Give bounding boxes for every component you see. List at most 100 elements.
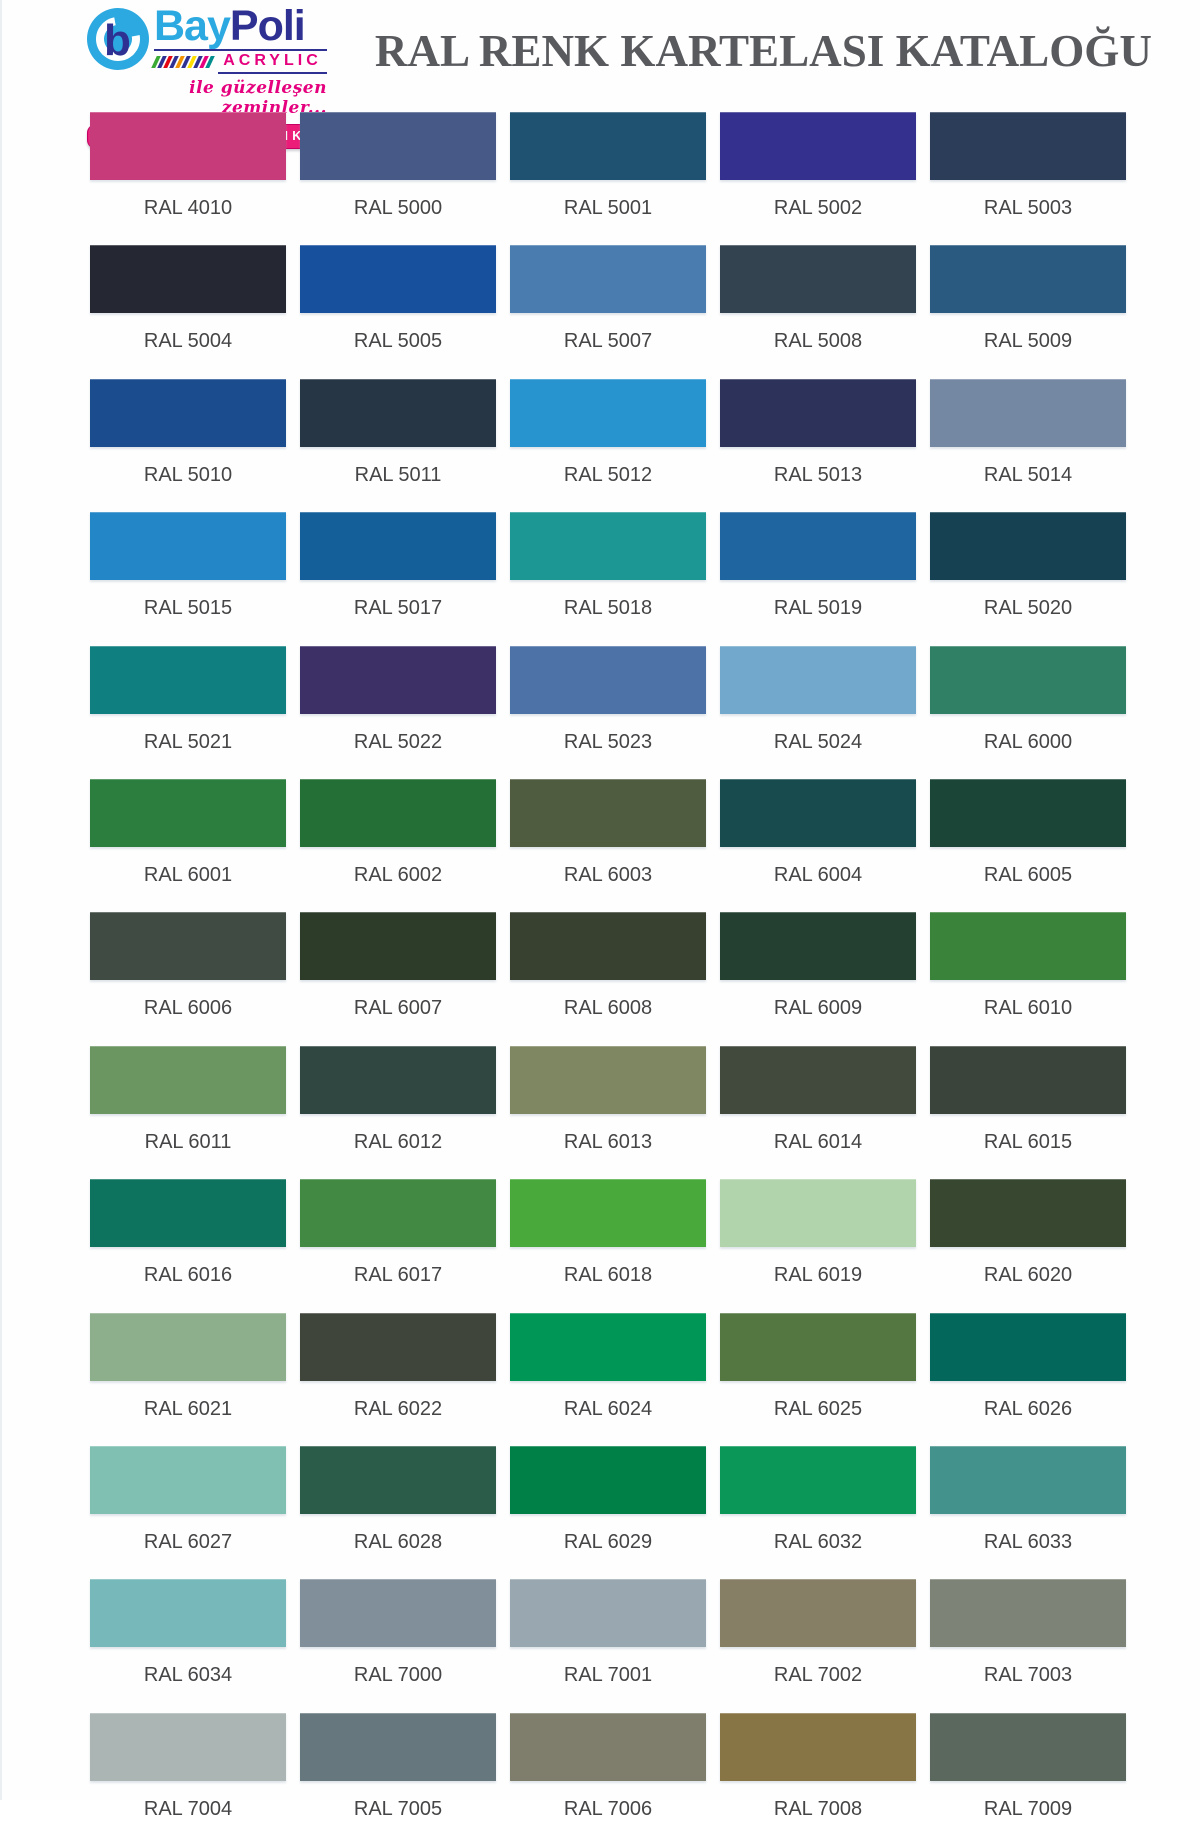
color-swatch bbox=[720, 912, 916, 981]
swatch-cell: RAL 6029 bbox=[510, 1445, 706, 1579]
swatch-cell: RAL 6028 bbox=[300, 1445, 496, 1579]
swatch-cell: RAL 6000 bbox=[930, 645, 1126, 779]
swatch-label: RAL 6026 bbox=[983, 1397, 1073, 1420]
swatch-cell: RAL 5012 bbox=[510, 378, 706, 512]
swatch-label: RAL 5020 bbox=[983, 597, 1073, 620]
swatch-cell: RAL 5019 bbox=[720, 512, 916, 645]
swatch-cell: RAL 5024 bbox=[720, 645, 916, 779]
swatch-cell: RAL 5014 bbox=[930, 378, 1126, 512]
swatch-cell: RAL 7001 bbox=[510, 1579, 706, 1712]
swatch-cell: RAL 7002 bbox=[720, 1579, 916, 1712]
color-swatch bbox=[510, 1712, 706, 1781]
swatch-label: RAL 5022 bbox=[353, 730, 443, 753]
swatch-cell: RAL 6001 bbox=[90, 778, 286, 912]
color-swatch bbox=[720, 378, 916, 447]
swatch-cell: RAL 5005 bbox=[300, 245, 496, 378]
color-swatch bbox=[510, 912, 706, 981]
swatch-label: RAL 5007 bbox=[563, 330, 653, 353]
color-swatch bbox=[90, 112, 286, 180]
swatch-cell: RAL 5011 bbox=[300, 378, 496, 512]
swatch-label: RAL 6007 bbox=[353, 997, 443, 1020]
swatch-label: RAL 5012 bbox=[563, 463, 653, 486]
swatch-cell: RAL 6017 bbox=[300, 1179, 496, 1312]
swatch-cell: RAL 6022 bbox=[300, 1312, 496, 1446]
swatch-cell: RAL 6003 bbox=[510, 778, 706, 912]
brand-block: BayPoli ACRYLIC ile güzelleşen zeminler.… bbox=[151, 5, 327, 118]
swatch-label: RAL 6034 bbox=[143, 1664, 233, 1687]
swatch-label: RAL 5010 bbox=[143, 463, 233, 486]
swatch-label: RAL 6012 bbox=[353, 1130, 443, 1153]
color-swatch bbox=[510, 778, 706, 847]
color-swatch bbox=[510, 645, 706, 714]
brand-name-bay: Bay bbox=[154, 2, 231, 50]
swatch-cell: RAL 7008 bbox=[720, 1712, 916, 1846]
swatch-label: RAL 6018 bbox=[563, 1264, 653, 1287]
swatch-cell: RAL 5009 bbox=[930, 245, 1126, 378]
color-swatch bbox=[300, 1179, 496, 1248]
swatch-cell: RAL 5018 bbox=[510, 512, 706, 645]
swatch-cell: RAL 6002 bbox=[300, 778, 496, 912]
color-swatch bbox=[930, 1045, 1126, 1114]
swatch-label: RAL 5019 bbox=[773, 597, 863, 620]
swatch-cell: RAL 5003 bbox=[930, 112, 1126, 245]
color-swatch bbox=[510, 1312, 706, 1381]
swatch-cell: RAL 6011 bbox=[90, 1045, 286, 1179]
swatch-label: RAL 6027 bbox=[143, 1530, 233, 1553]
swatch-label: RAL 5003 bbox=[983, 197, 1073, 219]
color-swatch bbox=[300, 1312, 496, 1381]
swatch-label: RAL 6015 bbox=[983, 1130, 1073, 1153]
swatch-cell: RAL 5000 bbox=[300, 112, 496, 245]
color-swatch bbox=[90, 645, 286, 714]
color-swatch bbox=[930, 1312, 1126, 1381]
swatch-label: RAL 6013 bbox=[563, 1130, 653, 1153]
swatch-label: RAL 7004 bbox=[143, 1797, 233, 1820]
swatch-label: RAL 6000 bbox=[983, 730, 1073, 753]
color-swatch bbox=[930, 1445, 1126, 1514]
swatch-label: RAL 7002 bbox=[773, 1664, 863, 1687]
swatch-cell: RAL 6019 bbox=[720, 1179, 916, 1312]
swatch-label: RAL 6016 bbox=[143, 1264, 233, 1287]
swatch-label: RAL 6003 bbox=[563, 863, 653, 886]
color-swatch bbox=[90, 912, 286, 981]
swatch-label: RAL 6025 bbox=[773, 1397, 863, 1420]
color-swatch bbox=[720, 1045, 916, 1114]
swatch-label: RAL 6019 bbox=[773, 1264, 863, 1287]
swatch-cell: RAL 7006 bbox=[510, 1712, 706, 1846]
swatch-label: RAL 6006 bbox=[143, 997, 233, 1020]
color-swatch bbox=[300, 112, 496, 180]
swatch-cell: RAL 6009 bbox=[720, 912, 916, 1045]
swatch-cell: RAL 5021 bbox=[90, 645, 286, 779]
logo-row: b BayPoli ACRYLIC ile güzelleşen zeminle… bbox=[87, 5, 327, 118]
swatch-cell: RAL 4010 bbox=[90, 112, 286, 245]
swatch-label: RAL 5002 bbox=[773, 197, 863, 219]
swatch-label: RAL 5018 bbox=[563, 597, 653, 620]
swatch-label: RAL 7005 bbox=[353, 1797, 443, 1820]
swatch-label: RAL 6017 bbox=[353, 1264, 443, 1287]
color-swatch bbox=[930, 778, 1126, 847]
swatch-cell: RAL 6016 bbox=[90, 1179, 286, 1312]
swatch-cell: RAL 6008 bbox=[510, 912, 706, 1045]
swatch-label: RAL 7008 bbox=[773, 1797, 863, 1820]
color-swatch bbox=[930, 112, 1126, 180]
color-swatch bbox=[510, 1579, 706, 1648]
swatch-cell: RAL 6005 bbox=[930, 778, 1126, 912]
swatch-label: RAL 7000 bbox=[353, 1664, 443, 1687]
color-swatch bbox=[930, 1579, 1126, 1648]
swatch-label: RAL 6011 bbox=[144, 1130, 232, 1153]
swatch-label: RAL 5000 bbox=[353, 197, 443, 219]
color-swatch bbox=[300, 912, 496, 981]
color-swatch bbox=[300, 1445, 496, 1514]
color-swatch bbox=[90, 1445, 286, 1514]
swatch-label: RAL 6009 bbox=[773, 997, 863, 1020]
brand-name-poli: Poli bbox=[229, 2, 306, 50]
baypoli-logo-icon: b bbox=[87, 8, 149, 70]
swatch-cell: RAL 6034 bbox=[90, 1579, 286, 1712]
swatch-label: RAL 5009 bbox=[983, 330, 1073, 353]
swatch-label: RAL 5001 bbox=[563, 197, 653, 219]
swatch-cell: RAL 6025 bbox=[720, 1312, 916, 1446]
color-swatch bbox=[300, 1579, 496, 1648]
color-swatch bbox=[300, 512, 496, 581]
color-swatch bbox=[510, 512, 706, 581]
swatch-label: RAL 5008 bbox=[773, 330, 863, 353]
color-swatch bbox=[510, 1179, 706, 1248]
